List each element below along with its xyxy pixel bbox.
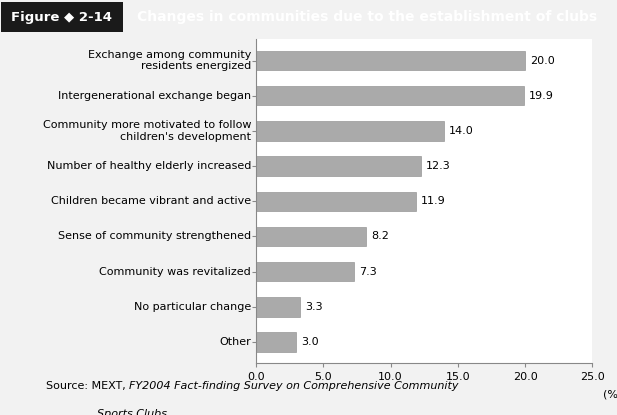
- Text: No particular change: No particular change: [134, 302, 251, 312]
- Bar: [256, 192, 416, 211]
- Bar: [256, 332, 296, 352]
- Text: Sense of community strengthened: Sense of community strengthened: [58, 232, 251, 242]
- Text: 3.0: 3.0: [301, 337, 319, 347]
- Bar: [256, 297, 300, 317]
- Text: 12.3: 12.3: [426, 161, 451, 171]
- Bar: [256, 262, 354, 281]
- Text: Community more motivated to follow
children's development: Community more motivated to follow child…: [43, 120, 251, 142]
- Text: Changes in communities due to the establishment of clubs: Changes in communities due to the establ…: [137, 10, 597, 24]
- Text: Source: MEXT,: Source: MEXT,: [46, 381, 129, 391]
- Text: 14.0: 14.0: [449, 126, 474, 136]
- FancyBboxPatch shape: [1, 2, 123, 32]
- Text: 11.9: 11.9: [421, 196, 445, 206]
- Bar: [256, 227, 366, 246]
- Text: Community was revitalized: Community was revitalized: [99, 267, 251, 277]
- Bar: [256, 51, 525, 70]
- Text: Figure ◆ 2-14: Figure ◆ 2-14: [11, 10, 112, 24]
- Text: 3.3: 3.3: [305, 302, 323, 312]
- Text: 7.3: 7.3: [359, 267, 377, 277]
- Text: (%): (%): [603, 390, 617, 400]
- Bar: [256, 86, 524, 105]
- Text: Exchange among community
residents energized: Exchange among community residents energ…: [88, 50, 251, 71]
- Bar: [256, 156, 421, 176]
- Text: Intergenerational exchange began: Intergenerational exchange began: [58, 91, 251, 101]
- Text: FY2004 Fact-finding Survey on Comprehensive Community: FY2004 Fact-finding Survey on Comprehens…: [129, 381, 458, 391]
- Text: Children became vibrant and active: Children became vibrant and active: [51, 196, 251, 206]
- Text: 8.2: 8.2: [371, 232, 389, 242]
- Text: 19.9: 19.9: [528, 91, 553, 101]
- Text: Sports Clubs.: Sports Clubs.: [97, 409, 170, 415]
- Text: Other: Other: [219, 337, 251, 347]
- Bar: [256, 121, 444, 141]
- Text: 20.0: 20.0: [530, 56, 555, 66]
- Text: Number of healthy elderly increased: Number of healthy elderly increased: [47, 161, 251, 171]
